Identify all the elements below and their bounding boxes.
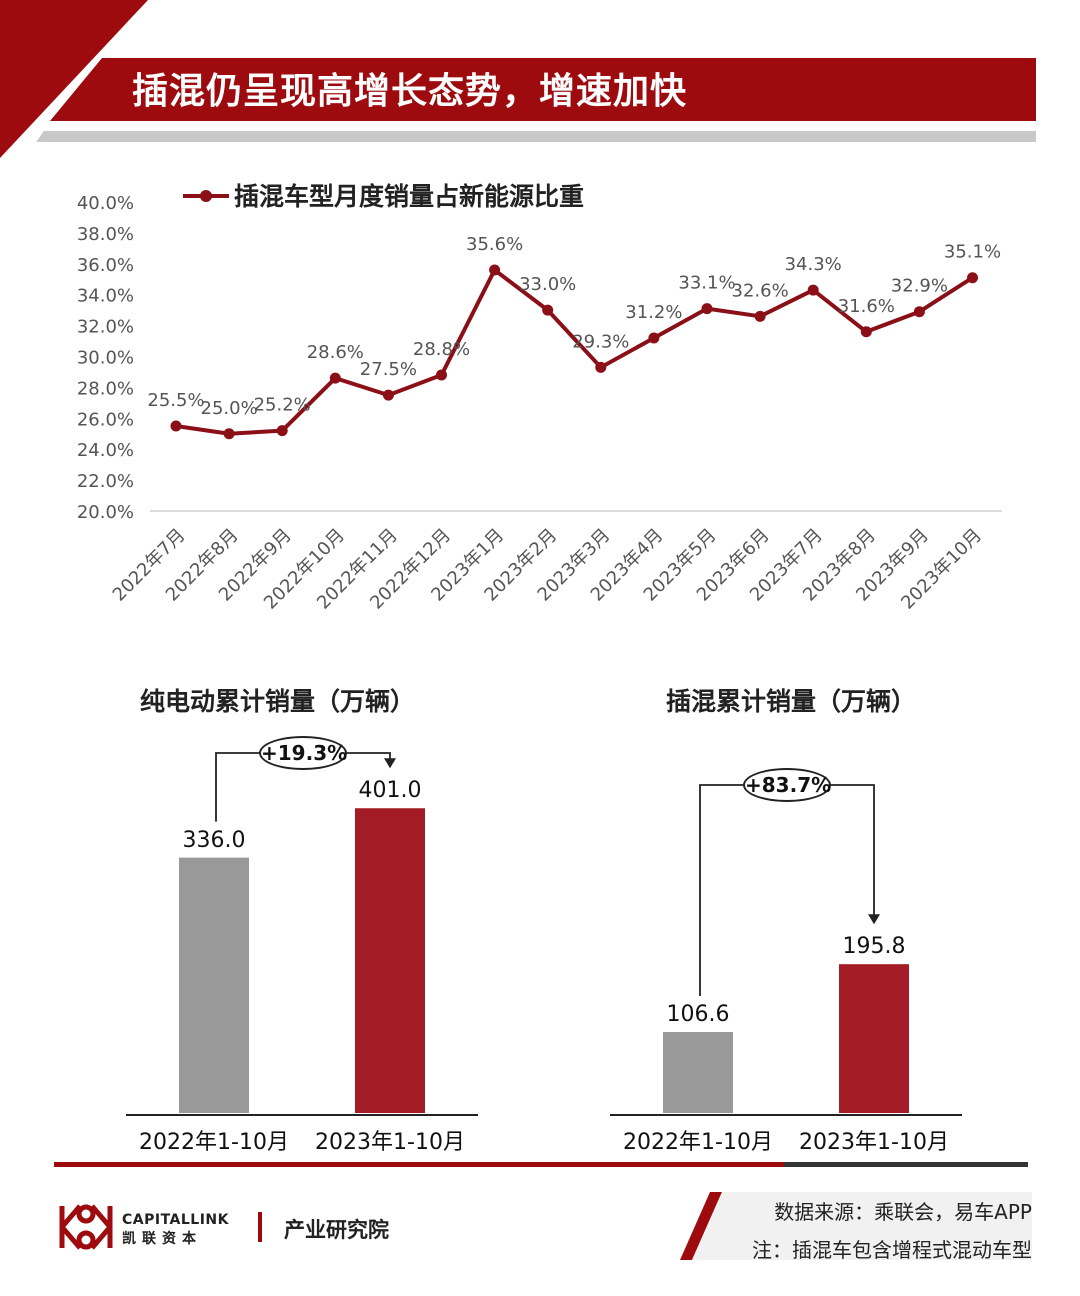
share-line-chart: 20.0% 22.0% 24.0% 26.0% 28.0% 30.0% 32.0% 34.0%… <box>77 182 1002 614</box>
data-point <box>701 303 713 315</box>
page-title: 插混仍呈现高增长态势，增速加快 <box>132 71 688 112</box>
y-tick-label: 32.0% <box>77 317 134 338</box>
title-underline <box>36 131 1036 142</box>
data-point <box>542 304 554 316</box>
footnote: 注：插混车包含增程式混动车型 <box>752 1238 1032 1262</box>
data-label: 34.3% <box>785 254 842 275</box>
phev-growth-badge: +83.7% <box>743 768 831 802</box>
department-name: 产业研究院 <box>284 1217 389 1242</box>
data-point <box>436 369 447 381</box>
data-label: 28.8% <box>413 339 470 360</box>
y-tick-label: 24.0% <box>77 440 134 461</box>
bev-category-2022: 2022年1-10月 <box>139 1130 289 1155</box>
data-point <box>489 264 501 276</box>
data-label: 28.6% <box>307 342 364 363</box>
bev-value-label-2022: 336.0 <box>182 827 246 853</box>
corner-triangle <box>0 0 148 158</box>
y-tick-label: 34.0% <box>77 286 134 307</box>
data-source: 数据来源：乘联会，易车APP <box>774 1200 1032 1224</box>
share-series-line <box>175 267 974 436</box>
phev-value-label-2022: 106.6 <box>666 1001 730 1027</box>
y-tick-label: 36.0% <box>77 255 134 276</box>
data-label: 25.2% <box>254 395 311 416</box>
footer-divider <box>258 1212 262 1242</box>
bev-value-label-2023: 401.0 <box>358 778 422 804</box>
data-point <box>648 332 660 344</box>
footer-note-bg <box>692 1192 1032 1260</box>
data-label: 31.6% <box>838 296 895 317</box>
y-tick-label: 28.0% <box>77 378 134 399</box>
data-point <box>170 420 182 432</box>
bar-2023年1-10月 <box>839 964 909 1113</box>
y-tick-label: 20.0% <box>77 502 134 523</box>
y-tick-label: 30.0% <box>77 348 134 369</box>
y-tick-label: 38.0% <box>77 224 134 245</box>
phev-category-2022: 2022年1-10月 <box>623 1130 773 1155</box>
bar-2022年1-10月 <box>663 1031 733 1113</box>
data-point <box>913 306 925 318</box>
growth-arrow-icon <box>384 758 396 769</box>
growth-arrow-icon <box>868 914 880 925</box>
data-point <box>276 425 288 437</box>
data-label: 25.0% <box>201 398 258 419</box>
brand-name-cn: 凯联资本 <box>122 1231 202 1247</box>
data-label: 31.2% <box>625 302 682 323</box>
bar-2023年1-10月 <box>355 808 425 1113</box>
data-point <box>807 284 819 296</box>
legend-marker-icon <box>200 190 212 202</box>
y-tick-label: 26.0% <box>77 409 134 430</box>
bev-growth-badge: +19.3% <box>259 736 347 770</box>
header-banner <box>0 0 1036 158</box>
phev-chart-title: 插混累计销量（万辆） <box>666 687 917 716</box>
bev-chart-title: 纯电动累计销量（万辆） <box>140 687 416 716</box>
data-point <box>860 326 872 338</box>
legend-label: 插混车型月度销量占新能源比重 <box>234 182 584 211</box>
footer-slash <box>680 1192 722 1260</box>
data-point <box>754 310 766 322</box>
data-label: 35.6% <box>466 234 523 255</box>
footer-rule-dark <box>784 1162 1028 1167</box>
data-label: 33.1% <box>678 273 735 294</box>
data-point <box>329 372 341 384</box>
phev-value-label-2023: 195.8 <box>842 934 906 960</box>
data-label: 27.5% <box>360 359 417 380</box>
data-label: 29.3% <box>572 331 629 352</box>
bar-2022年1-10月 <box>179 857 249 1113</box>
footer-rule-red <box>54 1162 784 1167</box>
data-label: 32.6% <box>732 280 789 301</box>
title-ribbon <box>50 58 1036 121</box>
y-tick-label: 22.0% <box>77 471 134 492</box>
data-label: 32.9% <box>891 276 948 297</box>
capitallink-logo-icon <box>59 1204 113 1250</box>
data-label: 35.1% <box>944 242 1001 263</box>
data-label: 25.5% <box>147 390 204 411</box>
bev-category-2023: 2023年1-10月 <box>315 1130 465 1155</box>
data-point <box>595 361 607 373</box>
y-tick-label: 40.0% <box>77 193 134 214</box>
data-point <box>223 428 235 440</box>
phev-category-2023: 2023年1-10月 <box>799 1130 949 1155</box>
data-point <box>382 389 394 401</box>
brand-name-en: CAPITALLINK <box>122 1212 229 1228</box>
data-point <box>967 272 978 284</box>
data-label: 33.0% <box>519 274 576 295</box>
